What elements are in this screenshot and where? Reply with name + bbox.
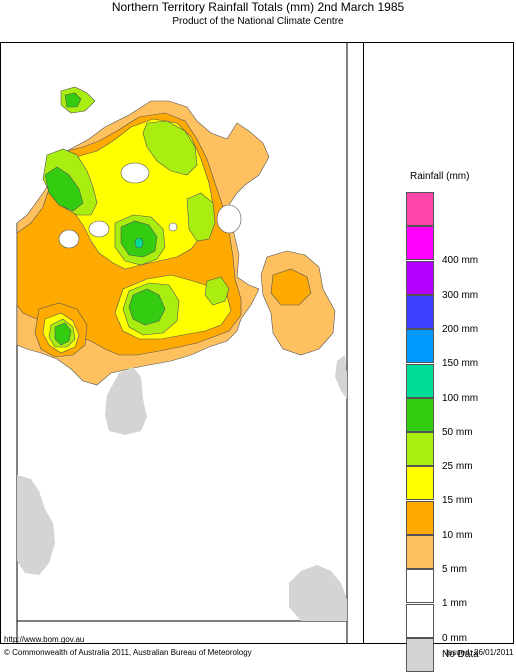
legend-label: 300 mm bbox=[442, 290, 479, 301]
legend-swatch bbox=[406, 638, 434, 672]
issued-date: Issued: 26/01/2011 bbox=[446, 648, 514, 657]
map-frame bbox=[0, 42, 514, 644]
no-data-area-1 bbox=[105, 367, 147, 435]
rain-region-west-25-50mm bbox=[44, 166, 84, 212]
legend-label: 50 mm bbox=[442, 427, 473, 438]
legend-label: 200 mm bbox=[442, 324, 479, 335]
legend-swatch bbox=[406, 329, 434, 363]
legend-swatch bbox=[406, 192, 434, 226]
no-data-area-4 bbox=[289, 565, 347, 621]
legend-label: 100 mm bbox=[442, 393, 479, 404]
legend-swatch bbox=[406, 432, 434, 466]
dry-patch-3 bbox=[58, 229, 80, 249]
legend-swatch bbox=[406, 295, 434, 329]
dry-patch-5 bbox=[168, 222, 178, 232]
rain-region-se-15-25mm bbox=[204, 276, 230, 306]
rain-region-east-5-10mm bbox=[270, 268, 312, 306]
rain-region-sw-25-50mm bbox=[54, 322, 72, 346]
rain-region-east-15-25mm bbox=[186, 192, 216, 242]
dry-patch-4 bbox=[216, 204, 242, 234]
legend-swatch bbox=[406, 501, 434, 535]
rain-region-island-25-50mm bbox=[64, 92, 82, 108]
legend-label: 5 mm bbox=[442, 564, 467, 575]
legend-swatch bbox=[406, 569, 434, 603]
map-title: Northern Territory Rainfall Totals (mm) … bbox=[111, 0, 405, 14]
map-subtitle: Product of the National Climate Centre bbox=[172, 16, 344, 27]
legend-title: Rainfall (mm) bbox=[410, 171, 470, 182]
dry-patch-1 bbox=[120, 162, 150, 184]
legend-label: 10 mm bbox=[442, 530, 473, 541]
legend-divider bbox=[363, 42, 364, 644]
dry-patch-2 bbox=[88, 220, 110, 238]
legend-label: 400 mm bbox=[442, 255, 479, 266]
legend-swatch bbox=[406, 364, 434, 398]
legend-swatch bbox=[406, 226, 434, 260]
legend-label: 150 mm bbox=[442, 358, 479, 369]
legend-swatch bbox=[406, 604, 434, 638]
legend-label: No Data bbox=[442, 649, 479, 660]
rain-region-50-100mm bbox=[134, 237, 144, 249]
legend-swatch bbox=[406, 261, 434, 295]
no-data-area-3 bbox=[17, 475, 55, 575]
legend-label: 0 mm bbox=[442, 633, 467, 644]
legend-label: 25 mm bbox=[442, 461, 473, 472]
legend-swatch bbox=[406, 398, 434, 432]
no-data-area-2 bbox=[335, 355, 347, 399]
rain-region-15-25mm bbox=[142, 120, 198, 176]
copyright-text: © Commonwealth of Australia 2011, Austra… bbox=[4, 648, 252, 657]
legend-label: 1 mm bbox=[442, 598, 467, 609]
legend-swatch bbox=[406, 466, 434, 500]
source-url[interactable]: http://www.bom.gov.au bbox=[4, 635, 85, 644]
rainfall-map bbox=[16, 43, 348, 643]
rain-region-south-25-50mm bbox=[128, 288, 166, 326]
legend-label: 15 mm bbox=[442, 495, 473, 506]
legend-swatch bbox=[406, 535, 434, 569]
